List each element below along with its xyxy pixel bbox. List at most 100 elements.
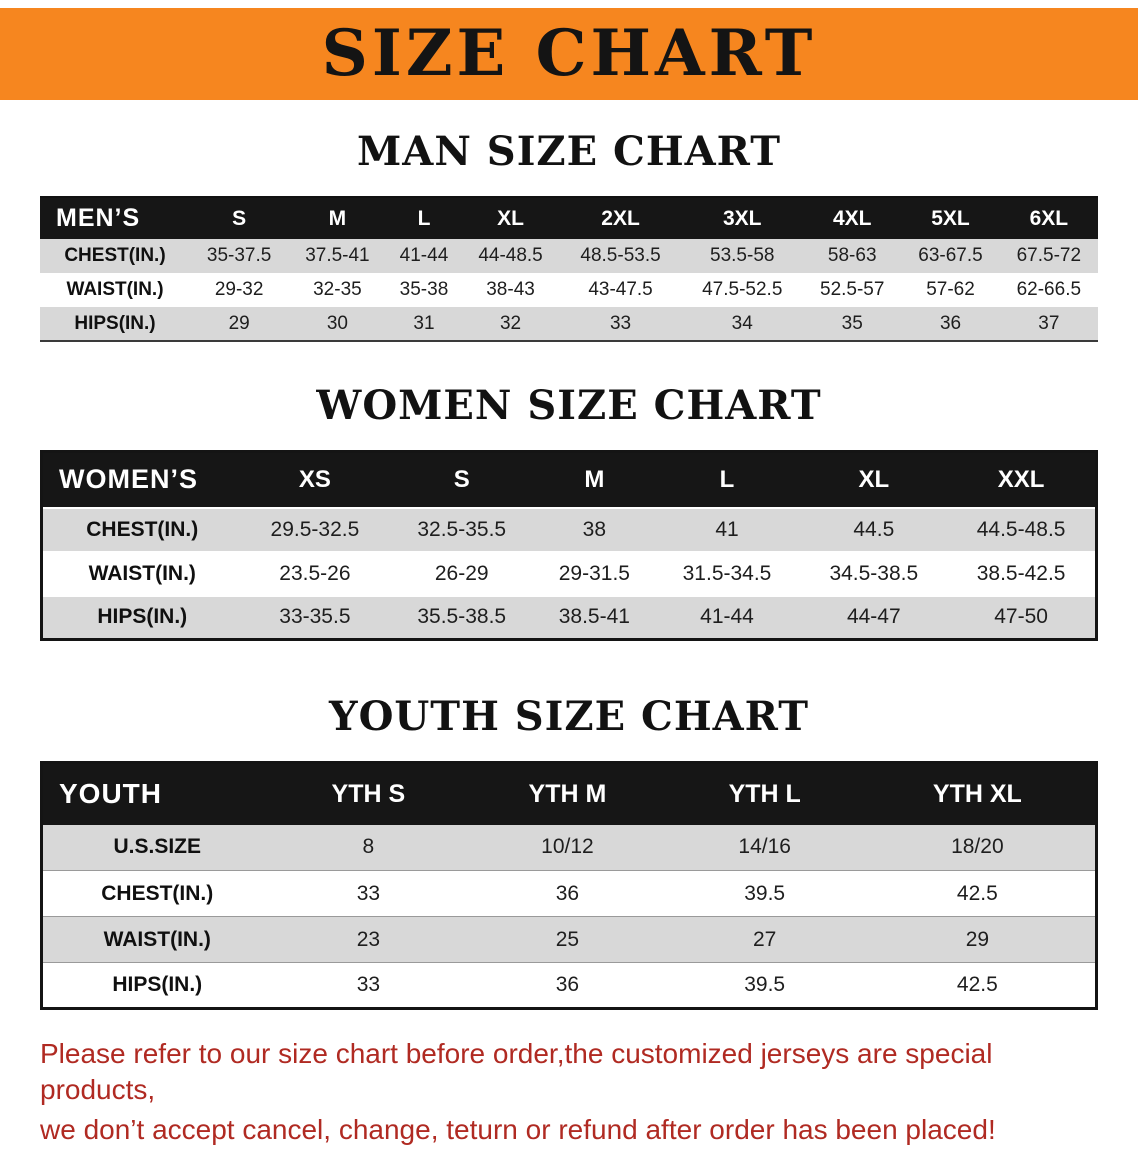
value-cell: 29.5-32.5 [270, 517, 360, 541]
value-cell: 57-62 [926, 279, 975, 300]
table-row: U.S.SIZE 8 10/12 14/16 18/20 [41, 824, 1097, 871]
value-cell: 8 [362, 835, 375, 859]
table-header-row: YOUTH YTH S YTH M YTH L YTH XL [41, 762, 1097, 825]
value-cell: 29-32 [214, 279, 264, 300]
value-cell: 42.5 [956, 881, 998, 905]
value-cell: 10/12 [541, 835, 594, 859]
row-label-cell: WAIST(IN.) [66, 279, 164, 300]
value-cell: 48.5-53.5 [580, 245, 661, 266]
value-cell: 38 [582, 517, 607, 541]
value-cell: 44-48.5 [478, 245, 543, 266]
youth-size-table: YOUTH YTH S YTH M YTH L YTH XL U.S.SIZE 8 10/12… [40, 761, 1098, 1010]
value-cell: 31 [413, 312, 435, 334]
men-size-section: MAN SIZE CHART MEN’S S M L XL 2XL 3XL 4XL 5XL 6XL… [0, 130, 1138, 342]
value-cell: 41 [715, 517, 739, 541]
women-section-heading: WOMEN SIZE CHART [316, 382, 822, 429]
row-label-cell: WAIST(IN.) [88, 561, 196, 585]
table-row: CHEST(IN.) 35-37.5 37.5-41 41-44 44-48.5 48.5… [40, 239, 1098, 273]
value-cell: 33 [609, 312, 632, 334]
men-section-heading: MAN SIZE CHART [357, 128, 781, 175]
value-cell: 14/16 [738, 835, 791, 859]
value-cell: 44-47 [846, 605, 901, 629]
size-header-cell: XL [800, 451, 948, 508]
value-cell: 35 [841, 312, 863, 334]
value-cell: 32.5-35.5 [417, 517, 507, 541]
value-cell: 26-29 [434, 561, 489, 585]
order-notice: Please refer to our size chart before or… [40, 1036, 1098, 1148]
value-cell: 31.5-34.5 [682, 561, 772, 585]
size-header-cell: XL [461, 197, 560, 239]
banner-title: SIZE CHART [321, 16, 817, 91]
value-cell: 67.5-72 [1016, 245, 1082, 266]
table-header-row: MEN’S S M L XL 2XL 3XL 4XL 5XL 6XL [40, 197, 1098, 239]
size-header-cell: XS [241, 451, 389, 508]
size-header-cell: S [190, 197, 289, 239]
row-label-cell: HIPS(IN.) [112, 973, 203, 996]
value-cell: 35-38 [399, 279, 449, 300]
size-header-cell: XXL [947, 451, 1097, 508]
table-row: HIPS(IN.) 33 36 39.5 42.5 [41, 962, 1097, 1009]
row-label-cell: CHEST(IN.) [64, 245, 166, 266]
value-cell: 25 [555, 927, 580, 951]
value-cell: 47.5-52.5 [702, 279, 783, 300]
table-row: CHEST(IN.) 33 36 39.5 42.5 [41, 870, 1097, 917]
size-header-cell: YTH S [271, 762, 466, 825]
table-row: WAIST(IN.) 23.5-26 26-29 29-31.5 31.5-34.5 34… [41, 551, 1097, 596]
row-label-cell: CHEST(IN.) [101, 881, 214, 905]
value-cell: 36 [555, 881, 580, 905]
value-cell: 23 [356, 927, 381, 951]
value-cell: 38-43 [486, 279, 535, 300]
row-label-cell: CHEST(IN.) [86, 517, 199, 541]
value-cell: 47-50 [994, 605, 1048, 629]
size-header-cell: 3XL [681, 197, 804, 239]
men-size-table: MEN’S S M L XL 2XL 3XL 4XL 5XL 6XL CHEST(IN.) 35-37… [40, 196, 1098, 342]
value-cell: 44.5 [853, 517, 895, 541]
size-header-cell: 2XL [559, 197, 682, 239]
value-cell: 32 [499, 312, 522, 334]
table-title-cell: YOUTH [41, 762, 272, 825]
size-header-cell: 4XL [803, 197, 902, 239]
table-row: HIPS(IN.) 29 30 31 32 33 34 35 36 37 [40, 307, 1098, 341]
value-cell: 42.5 [956, 973, 998, 996]
youth-section-heading: YOUTH SIZE CHART [329, 693, 809, 740]
size-header-cell: L [386, 197, 462, 239]
value-cell: 33 [356, 973, 381, 996]
value-cell: 53.5-58 [710, 245, 775, 266]
size-header-cell: M [535, 451, 654, 508]
table-row: WAIST(IN.) 23 25 27 29 [41, 916, 1097, 963]
value-cell: 52.5-57 [820, 279, 885, 300]
value-cell: 41-44 [700, 605, 754, 629]
value-cell: 32-35 [313, 279, 362, 300]
value-cell: 63-67.5 [918, 245, 983, 266]
value-cell: 34 [731, 312, 753, 334]
value-cell: 38.5-41 [558, 605, 630, 629]
value-cell: 41-44 [399, 245, 449, 266]
value-cell: 39.5 [744, 973, 786, 996]
value-cell: 37.5-41 [305, 245, 370, 266]
value-cell: 33-35.5 [279, 605, 351, 629]
size-header-cell: YTH M [465, 762, 670, 825]
value-cell: 36 [555, 973, 580, 996]
notice-line-2: we don’t accept cancel, change, teturn o… [40, 1113, 996, 1145]
value-cell: 18/20 [951, 835, 1004, 859]
row-label-cell: HIPS(IN.) [97, 605, 188, 629]
value-cell: 37 [1038, 312, 1060, 334]
table-header-row: WOMEN’S XS S M L XL XXL [41, 451, 1097, 508]
size-header-cell: 5XL [901, 197, 1000, 239]
value-cell: 35.5-38.5 [417, 605, 507, 629]
value-cell: 36 [939, 312, 962, 334]
value-cell: 62-66.5 [1016, 279, 1082, 300]
value-cell: 39.5 [744, 881, 786, 905]
value-cell: 29 [965, 927, 990, 951]
value-cell: 30 [326, 312, 348, 334]
size-header-cell: YTH XL [859, 762, 1097, 825]
size-chart-banner: SIZE CHART [0, 8, 1138, 100]
value-cell: 44.5-48.5 [976, 517, 1066, 541]
table-title-cell: WOMEN’S [41, 451, 242, 508]
women-size-section: WOMEN SIZE CHART WOMEN’S XS S M L XL XXL CHEST(… [0, 384, 1138, 641]
youth-size-section: YOUTH SIZE CHART YOUTH YTH S YTH M YTH L YTH… [0, 695, 1138, 1010]
size-header-cell: S [388, 451, 536, 508]
table-row: WAIST(IN.) 29-32 32-35 35-38 38-43 43-47.5 47.… [40, 273, 1098, 307]
row-label-cell: WAIST(IN.) [103, 927, 211, 951]
value-cell: 35-37.5 [206, 245, 272, 266]
